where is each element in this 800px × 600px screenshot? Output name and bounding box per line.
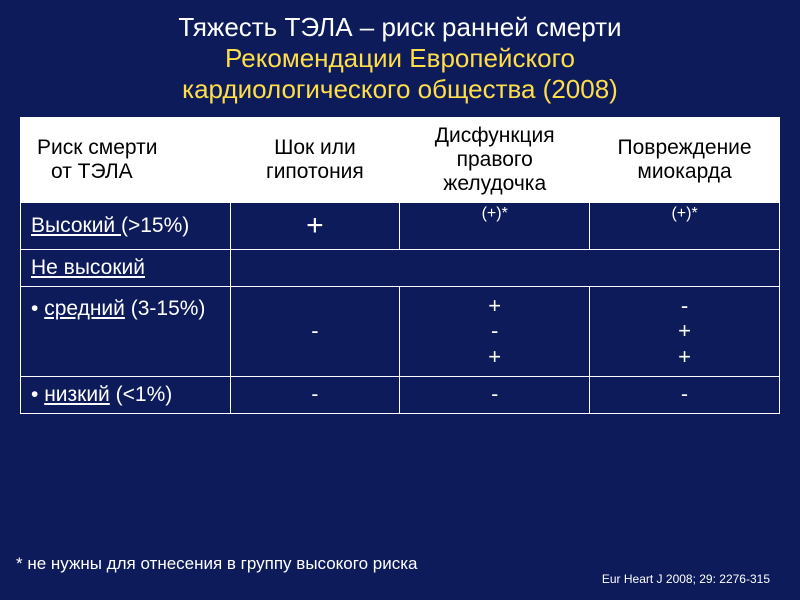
row-low-label-pct: (<1%) [110,383,172,406]
col4-header-b: миокарда [637,160,731,183]
col1-header: Риск смерти от ТЭЛА [21,118,231,203]
risk-table: Риск смерти от ТЭЛА Шок или гипотония Ди… [20,117,780,414]
col1-header-b: от ТЭЛА [37,160,133,183]
row-high-c4: (+)* [590,203,780,250]
row-nothigh-label-u: Не высокий [31,256,145,279]
title-line1: Тяжесть ТЭЛА – риск ранней смерти [20,12,780,43]
col1-header-a: Риск смерти [37,136,157,159]
col3-header-a: Дисфункция [435,124,555,147]
row-mid-label-u: средний [44,297,125,320]
row-mid-c4: - + + [590,287,780,377]
row-low-label: • низкий (<1%) [21,376,231,413]
col2-header-a: Шок или [274,136,356,159]
row-low-c3: - [400,376,590,413]
col4-header-a: Повреждение [618,136,752,159]
row-nothigh-label: Не высокий [21,250,231,287]
row-mid-bullet: • [31,297,44,320]
col3-header-b: правого [457,148,533,171]
row-high: Высокий (>15%) + (+)* (+)* [21,203,780,250]
row-high-c2: + [230,203,400,250]
row-nothigh-span [230,250,779,287]
row-low-label-u: низкий [44,383,110,406]
row-mid-c3c: + [488,344,501,369]
citation: Eur Heart J 2008; 29: 2276-315 [602,572,770,586]
row-mid-c3b: - [491,318,498,343]
title-line2: Рекомендации Европейского [20,43,780,74]
slide: Тяжесть ТЭЛА – риск ранней смерти Рекоме… [0,0,800,600]
row-mid-c4a: - [681,293,688,318]
row-low: • низкий (<1%) - - - [21,376,780,413]
row-mid-label-pct: (3-15%) [125,297,206,320]
row-mid-c3: + - + [400,287,590,377]
col3-header: Дисфункция правого желудочка [400,118,590,203]
row-high-label-pct: (>15%) [121,214,189,237]
col3-header-c: желудочка [443,172,546,195]
title-area: Тяжесть ТЭЛА – риск ранней смерти Рекоме… [0,0,800,113]
row-mid-c4c: + [678,344,691,369]
footnote: * не нужны для отнесения в группу высоко… [16,554,417,574]
row-low-c2: - [230,376,400,413]
col2-header: Шок или гипотония [230,118,400,203]
row-mid-c2: - [230,287,400,377]
row-high-c3: (+)* [400,203,590,250]
col2-header-b: гипотония [266,160,364,183]
row-mid-c4b: + [678,318,691,343]
row-high-label-u: Высокий [31,214,121,237]
col4-header: Повреждение миокарда [590,118,780,203]
title-line3: кардиологического общества (2008) [20,74,780,105]
table-header-row: Риск смерти от ТЭЛА Шок или гипотония Ди… [21,118,780,203]
row-low-bullet: • [31,383,44,406]
row-low-c4: - [590,376,780,413]
row-mid-label: • средний (3-15%) [21,287,231,377]
row-high-label: Высокий (>15%) [21,203,231,250]
row-mid-c2-val: - [311,318,318,343]
row-mid-c3a: + [488,293,501,318]
row-nothigh: Не высокий [21,250,780,287]
row-mid: • средний (3-15%) - + - + - + + [21,287,780,377]
